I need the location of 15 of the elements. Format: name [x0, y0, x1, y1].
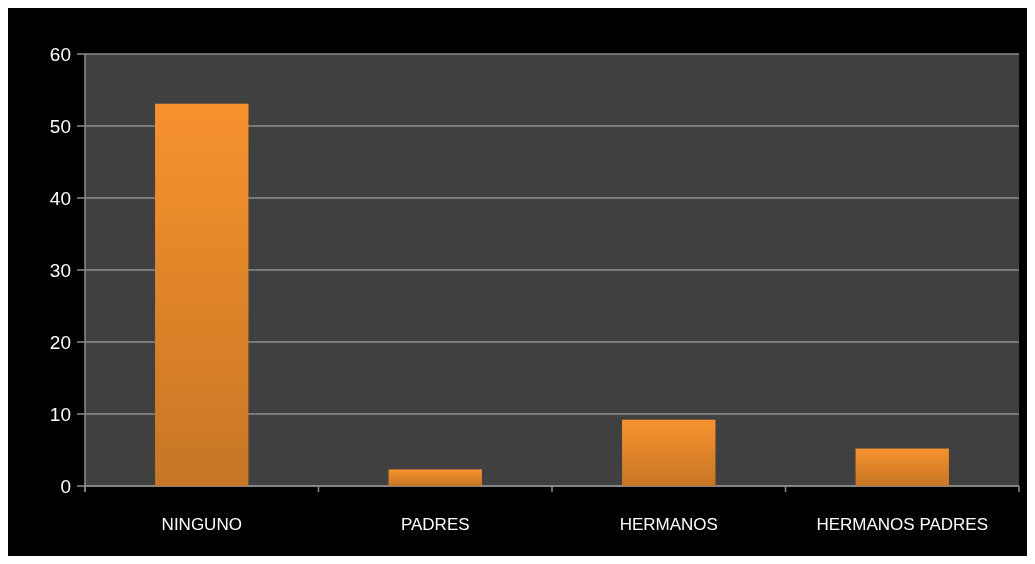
- bar: [155, 103, 249, 486]
- x-tick-label: NINGUNO: [161, 515, 242, 534]
- y-tick-label: 20: [49, 331, 71, 353]
- y-tick-label: 40: [49, 187, 71, 209]
- x-tick-label: HERMANOS PADRES: [816, 515, 989, 534]
- x-tick-label: PADRES: [400, 515, 470, 534]
- x-tick-label: HERMANOS: [619, 515, 718, 534]
- y-tick-label: 50: [49, 115, 71, 137]
- bar: [388, 469, 482, 486]
- bar: [855, 448, 949, 486]
- bar: [622, 419, 716, 486]
- y-tick-label: 0: [60, 475, 71, 497]
- y-tick-label: 60: [49, 43, 71, 65]
- y-tick-label: 30: [49, 259, 71, 281]
- y-tick-label: 10: [49, 403, 71, 425]
